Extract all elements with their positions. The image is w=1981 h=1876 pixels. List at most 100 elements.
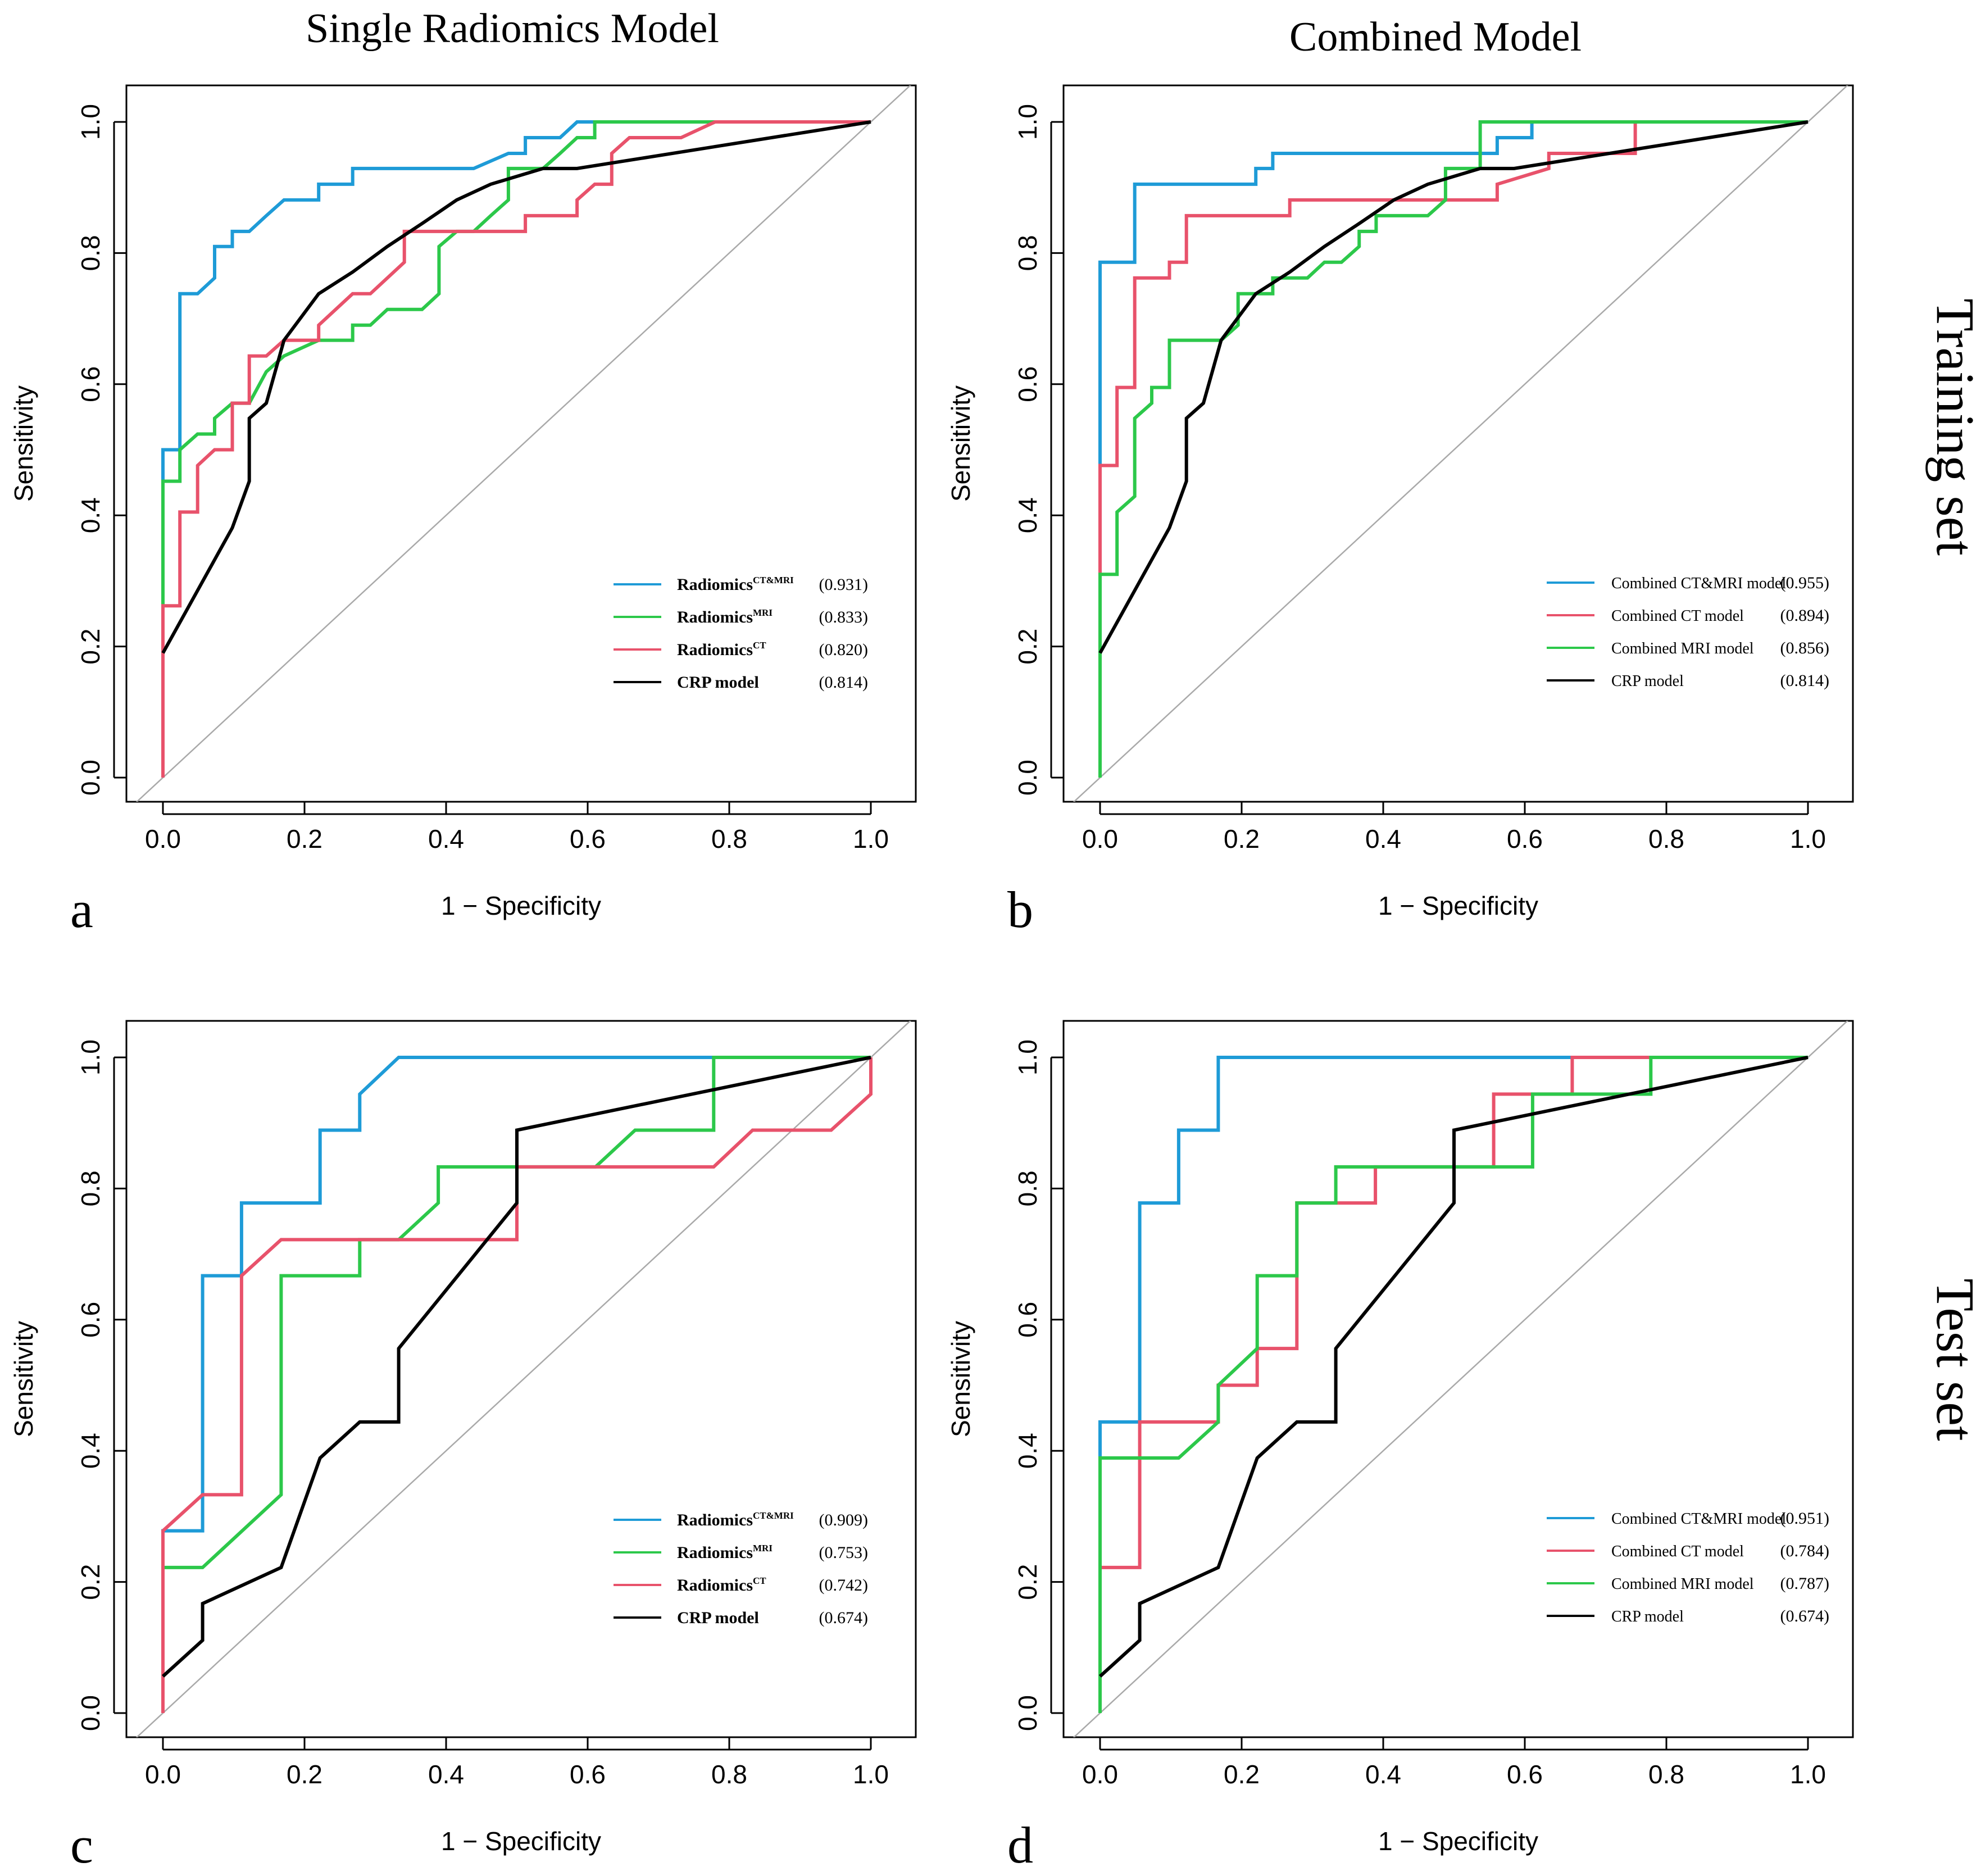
legend-label: Combined MRI model — [1611, 640, 1754, 657]
panel-letter: b — [1007, 881, 1033, 938]
reference-diagonal — [135, 1021, 912, 1737]
y-tick-label: 0.2 — [1013, 1564, 1042, 1600]
x-tick-label: 1.0 — [1790, 1760, 1826, 1789]
row-title-training: Training set — [1925, 298, 1981, 556]
y-tick-label: 1.0 — [1013, 1039, 1042, 1075]
roc-panel-b: 0.0 0.2 0.4 0.6 0.8 1.0 0.0 0.2 0.4 0.6 0.8 1.0 1 − … — [946, 84, 1854, 938]
legend-auc: (0.784) — [1780, 1542, 1829, 1560]
y-axis-label: Sensitivity — [9, 385, 38, 502]
y-tick-label: 1.0 — [76, 1039, 105, 1075]
x-tick-label: 0.4 — [1365, 1760, 1401, 1789]
x-tick-label: 0.8 — [711, 824, 747, 853]
legend-auc: (0.894) — [1780, 606, 1829, 625]
roc-curve-radiomics-ct — [161, 1057, 873, 1713]
plot-frame — [125, 1020, 917, 1738]
x-tick-label: 0.8 — [1648, 1760, 1684, 1789]
y-axis-label: Sensitivity — [946, 385, 975, 502]
x-tick-label: 1.0 — [853, 1760, 889, 1789]
x-tick-label: 0.4 — [428, 1760, 464, 1789]
y-tick-label: 0.2 — [76, 629, 105, 665]
x-axis-label: 1 − Specificity — [441, 1827, 601, 1856]
x-axis-label: 1 − Specificity — [1378, 1827, 1538, 1856]
y-tick-label: 0.0 — [1013, 760, 1042, 796]
roc-curve-combined-ct-model — [1098, 1056, 1808, 1713]
roc-curve-radiomics-ct-mri — [161, 1056, 871, 1713]
y-tick-label: 0.4 — [1013, 497, 1042, 533]
column-title-single: Single Radiomics Model — [306, 6, 719, 52]
roc-curve-radiomics-ct — [161, 120, 871, 778]
legend-label: RadiomicsMRI — [677, 607, 773, 626]
x-axis-label: 1 − Specificity — [441, 891, 601, 920]
y-axis-label: Sensitivity — [9, 1321, 38, 1437]
x-tick-label: 0.6 — [570, 824, 606, 853]
legend-auc: (0.674) — [819, 1609, 868, 1627]
plot-frame — [1062, 1020, 1854, 1738]
roc-curve-crp-model — [161, 120, 871, 654]
y-tick-label: 0.4 — [76, 497, 105, 533]
x-tick-label: 0.6 — [570, 1760, 606, 1789]
y-tick-label: 0.4 — [1013, 1433, 1042, 1469]
legend-auc: (0.787) — [1780, 1574, 1829, 1593]
roc-curve-combined-ct-mri-model — [1098, 1056, 1808, 1713]
legend-auc: (0.951) — [1780, 1509, 1829, 1528]
x-tick-label: 0.4 — [1365, 824, 1401, 853]
roc-curve-crp-model — [1098, 120, 1809, 654]
x-tick-label: 1.0 — [1790, 824, 1826, 853]
y-tick-label: 0.6 — [76, 1302, 105, 1338]
reference-diagonal — [135, 85, 912, 802]
legend-auc: (0.820) — [819, 641, 868, 659]
reference-diagonal — [1073, 1021, 1849, 1737]
y-tick-label: 0.2 — [1013, 629, 1042, 665]
legend-label: Combined MRI model — [1611, 1575, 1754, 1593]
y-tick-label: 0.8 — [1013, 235, 1042, 271]
legend-auc: (0.909) — [819, 1511, 868, 1529]
roc-panel-c: 0.0 0.2 0.4 0.6 0.8 1.0 0.0 0.2 0.4 0.6 0.8 1.0 1 − … — [9, 1020, 917, 1874]
x-tick-label: 0.6 — [1507, 824, 1543, 853]
legend-label: CRP model — [1611, 673, 1684, 690]
roc-curve-crp-model — [161, 1056, 871, 1678]
x-tick-label: 1.0 — [853, 824, 889, 853]
legend-auc: (0.742) — [819, 1576, 868, 1595]
column-title-combined: Combined Model — [1289, 14, 1582, 60]
x-tick-label: 0.2 — [287, 1760, 322, 1789]
legend-auc: (0.814) — [1780, 671, 1829, 690]
legend-label: RadiomicsMRI — [677, 1543, 773, 1562]
y-tick-label: 0.8 — [76, 235, 105, 271]
row-title-test: Test set — [1925, 1278, 1981, 1441]
legend-label: RadiomicsCT&MRI — [677, 1510, 794, 1529]
legend-label: CRP model — [677, 1609, 759, 1627]
legend-label: CRP model — [677, 673, 759, 692]
y-tick-label: 0.6 — [1013, 366, 1042, 402]
y-tick-label: 1.0 — [76, 104, 105, 140]
roc-curve-radiomics-ct-mri — [161, 120, 871, 778]
roc-curve-combined-mri-model — [1098, 120, 1808, 778]
legend-label: CRP model — [1611, 1608, 1684, 1625]
x-tick-label: 0.8 — [711, 1760, 747, 1789]
x-tick-label: 0.0 — [145, 824, 181, 853]
x-tick-label: 0.0 — [1082, 1760, 1118, 1789]
roc-panel-a: 0.0 0.2 0.4 0.6 0.8 1.0 0.0 0.2 0.4 0.6 0.8 1.0 1 − … — [9, 84, 917, 938]
y-tick-label: 0.2 — [76, 1564, 105, 1600]
roc-curve-combined-ct-model — [1098, 122, 1637, 778]
x-tick-label: 0.4 — [428, 824, 464, 853]
y-tick-label: 0.6 — [76, 366, 105, 402]
plot-frame — [1062, 84, 1854, 803]
y-axis-label: Sensitivity — [946, 1321, 975, 1437]
roc-curve-combined-ct-mri-model — [1098, 120, 1808, 778]
y-tick-label: 0.0 — [76, 760, 105, 796]
x-tick-label: 0.0 — [145, 1760, 181, 1789]
roc-curve-crp-model — [1098, 1056, 1809, 1678]
legend-auc: (0.955) — [1780, 574, 1829, 592]
panel-letter: c — [70, 1816, 93, 1874]
x-tick-label: 0.6 — [1507, 1760, 1543, 1789]
y-tick-label: 0.4 — [76, 1433, 105, 1469]
x-tick-label: 0.2 — [1224, 1760, 1260, 1789]
y-tick-label: 0.0 — [76, 1695, 105, 1731]
panel-letter: d — [1007, 1816, 1033, 1874]
legend-auc: (0.833) — [819, 608, 868, 626]
y-tick-label: 0.6 — [1013, 1302, 1042, 1338]
legend-label: Combined CT&MRI model — [1611, 575, 1786, 592]
y-tick-label: 0.8 — [76, 1170, 105, 1206]
x-tick-label: 0.2 — [1224, 824, 1260, 853]
